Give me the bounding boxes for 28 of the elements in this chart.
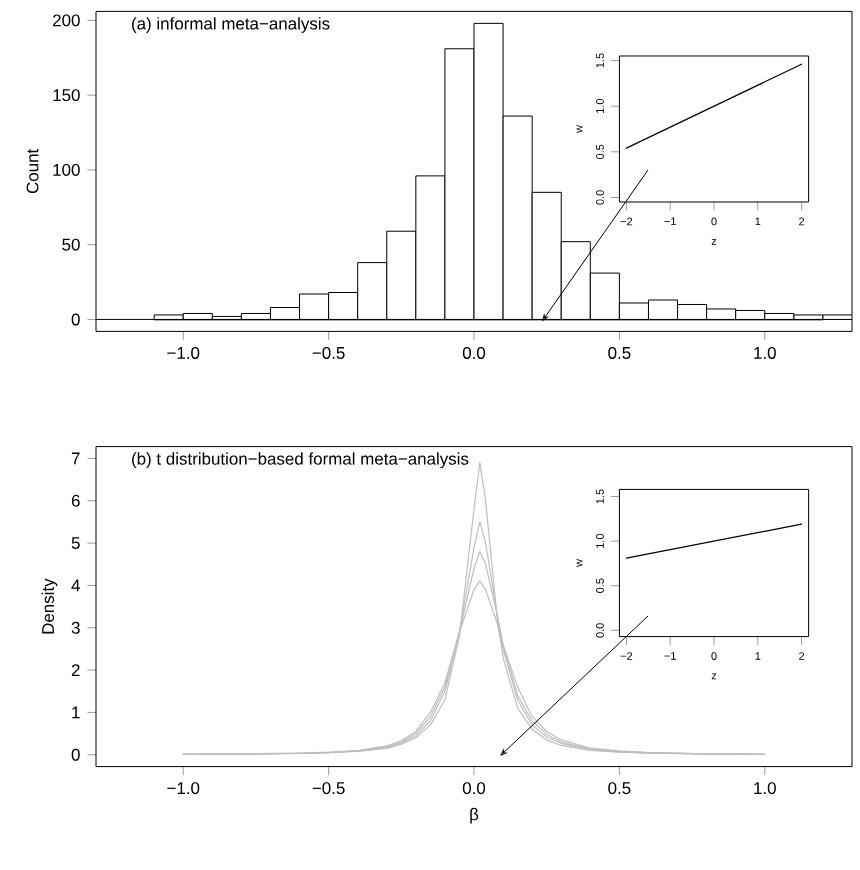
y-tick-label: 100 [53,163,80,176]
x-tick-label: 0.5 [608,346,631,359]
x-tick-label: −0.5 [312,346,345,359]
x-tick-label: 1.0 [754,782,776,795]
chart-title: (b) t distribution−based formal meta−analysis [132,452,469,469]
y-axis-title: Count [26,148,39,194]
x-tick-label: −1.0 [167,782,200,795]
y-tick-label: 7 [71,452,80,465]
y-tick-label: 4 [71,579,80,592]
y-tick-label: 1 [72,706,80,719]
x-tick-label: −0.5 [312,782,345,795]
y-tick-label: 0 [71,748,80,761]
x-tick-label: 1.0 [754,346,776,359]
y-axis-title: Density [41,578,58,634]
chart-title: (a) informal meta−analysis [132,17,330,33]
x-axis-title: β [470,807,479,824]
y-tick-label: 150 [53,89,80,102]
y-tick-label: 5 [71,537,80,550]
x-tick-label: 0.0 [462,782,486,795]
x-tick-label: 0.5 [608,782,631,795]
y-tick-label: 0 [71,313,80,326]
x-tick-label: −1.0 [167,346,200,359]
y-tick-label: 50 [62,238,80,251]
y-tick-label: 6 [71,494,80,507]
y-tick-label: 2 [71,664,80,676]
y-tick-label: 200 [53,14,80,27]
x-tick-label: 0.0 [462,346,486,359]
y-tick-label: 3 [71,621,80,634]
